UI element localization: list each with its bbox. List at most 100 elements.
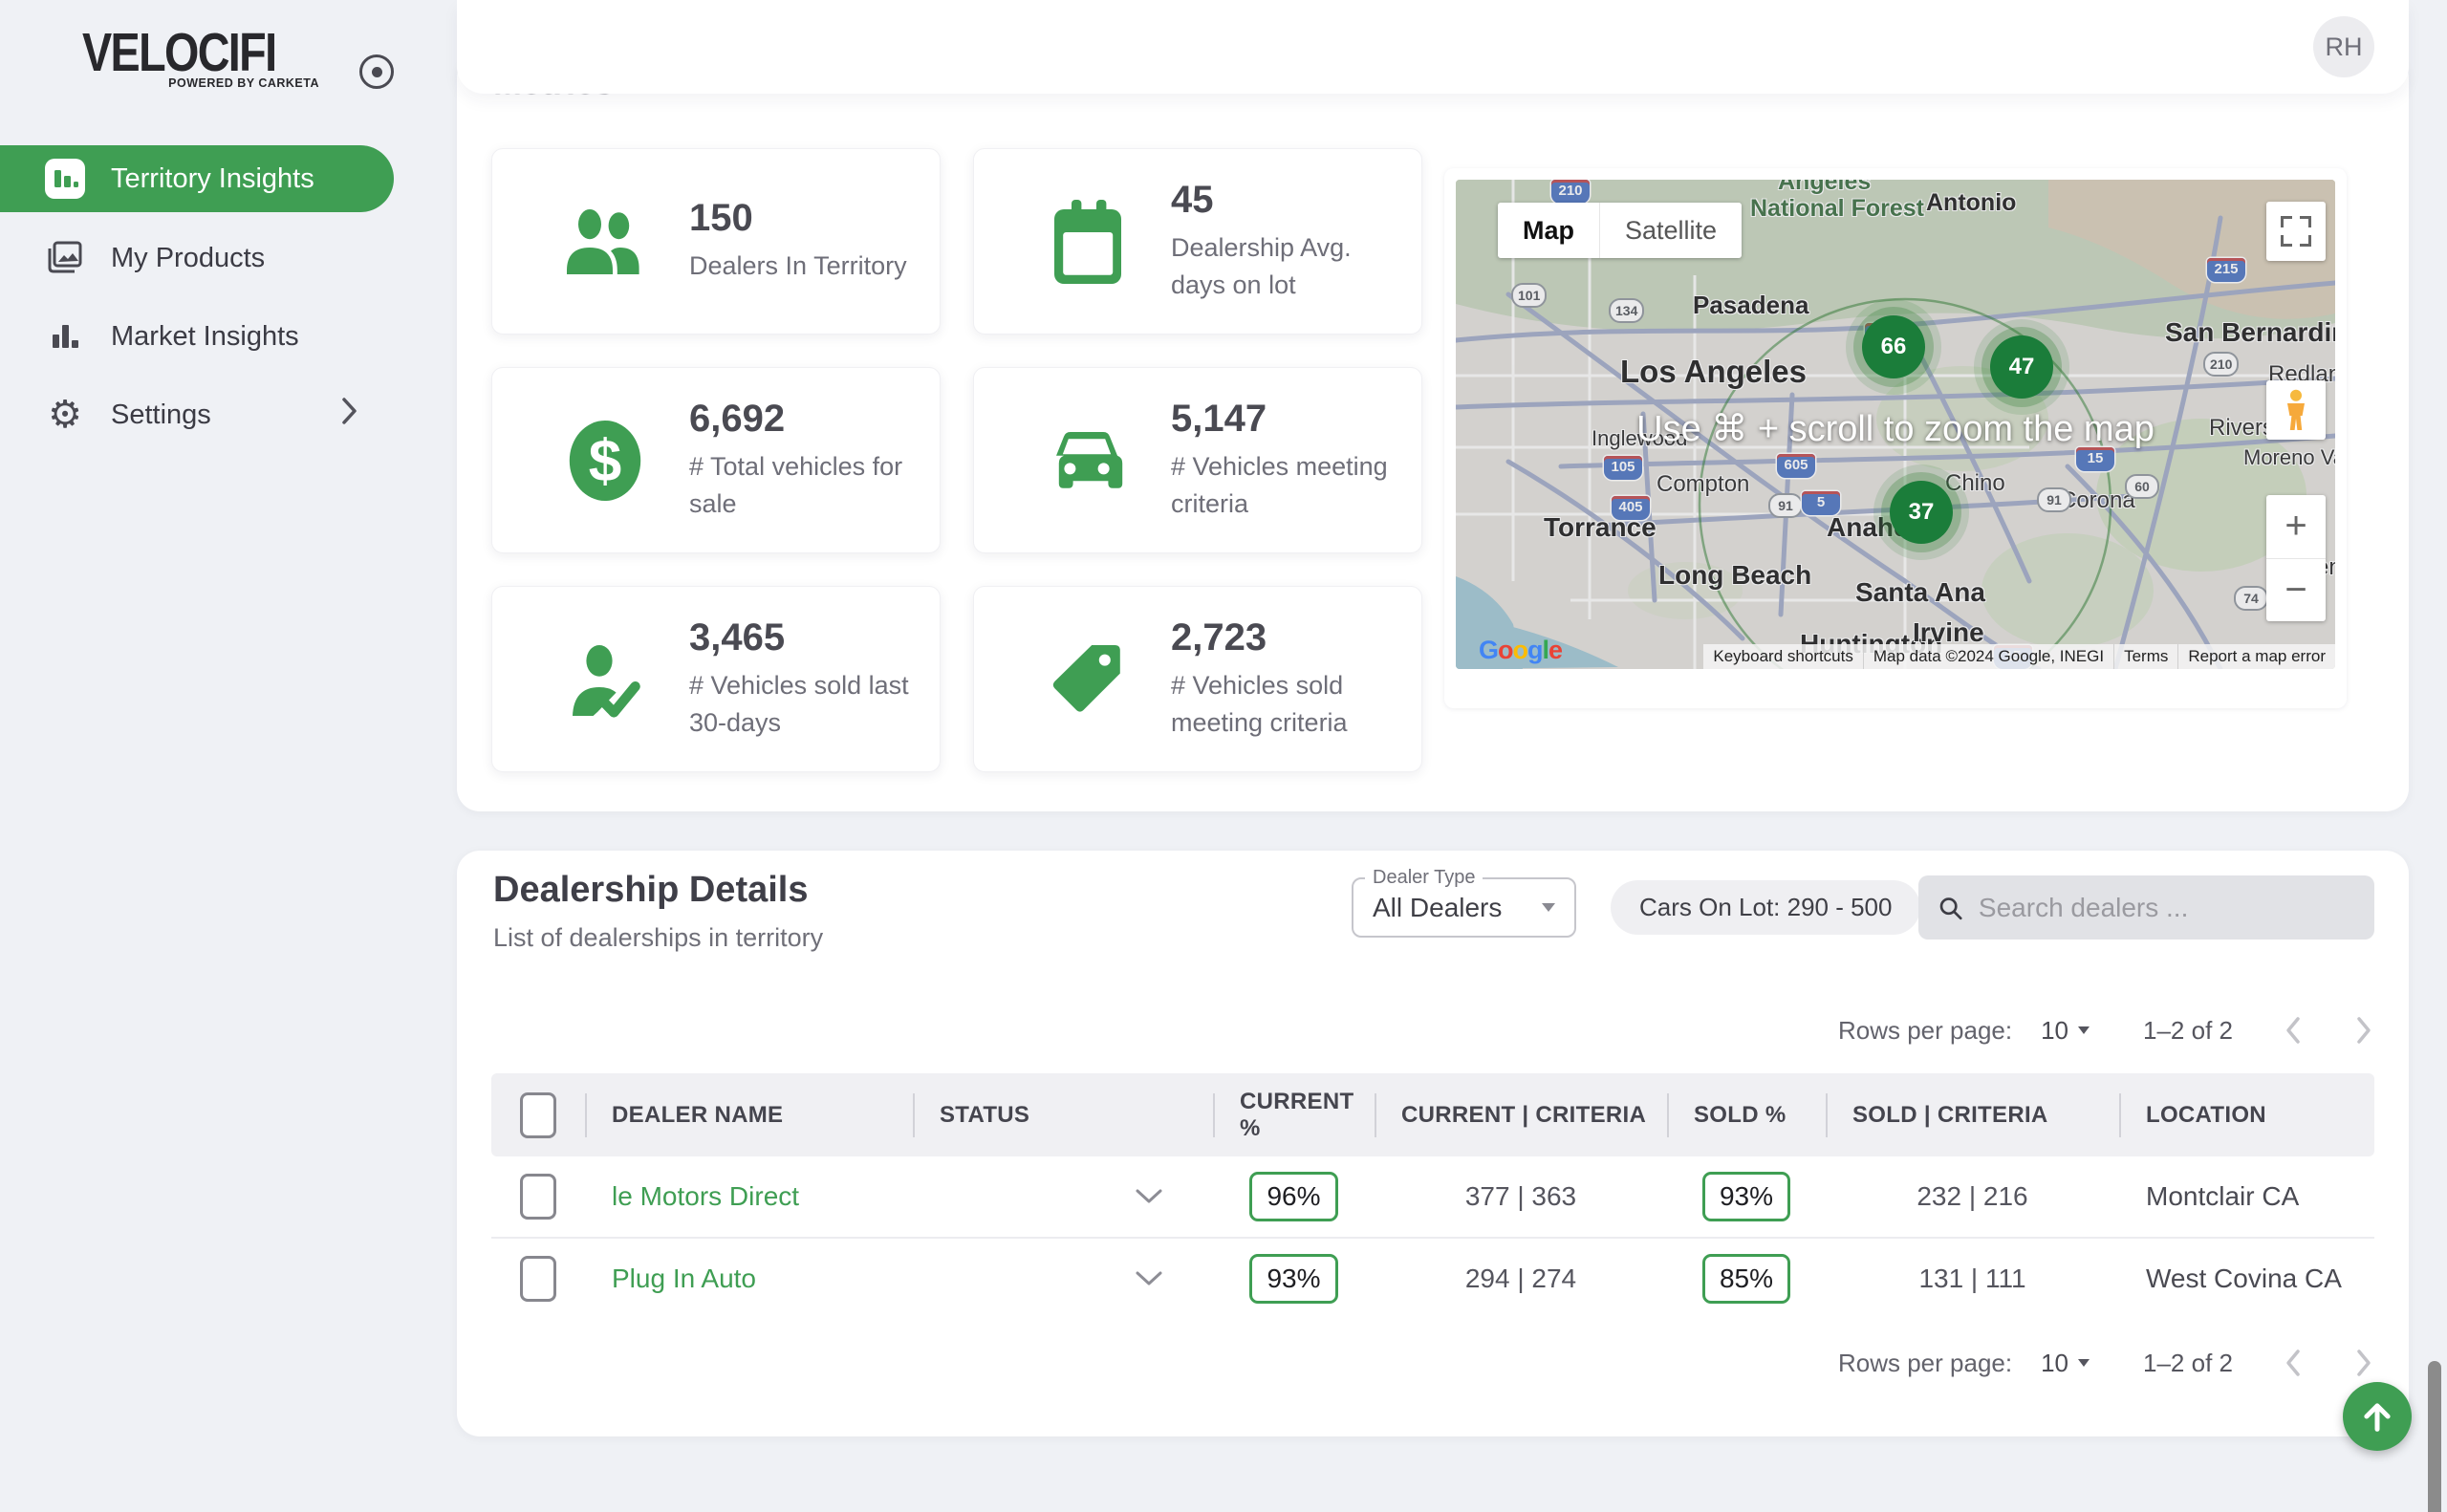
column-header-location[interactable]: LOCATION — [2119, 1092, 2374, 1137]
metric-label: # Vehicles sold meeting criteria — [1171, 670, 1348, 737]
map-data-credit: Map data ©2024 Google, INEGI — [1862, 644, 2113, 669]
car-icon — [1037, 421, 1137, 501]
pegman-control[interactable] — [2266, 380, 2326, 440]
map-place-label: Irvine — [1913, 617, 1984, 647]
select-all-checkbox[interactable] — [520, 1091, 556, 1138]
metric-text: 150 Dealers In Territory — [689, 197, 930, 285]
dealer-cluster-marker[interactable]: 66 — [1862, 315, 1925, 378]
metric-value: 6,692 — [689, 397, 786, 440]
previous-page-button[interactable] — [2283, 1348, 2304, 1378]
expand-row-chevron-icon[interactable] — [1135, 1188, 1163, 1205]
sidebar-item-label: Market Insights — [111, 320, 299, 352]
dealer-type-select[interactable]: Dealer Type All Dealers — [1352, 867, 1576, 938]
map-place-label: National Forest — [1750, 195, 1924, 222]
people-icon — [555, 204, 655, 280]
metric-value: 150 — [689, 197, 753, 240]
expand-row-chevron-icon[interactable] — [1135, 1270, 1163, 1287]
sidebar-item-settings[interactable]: ⚙ Settings — [0, 384, 394, 445]
route-shield-icon: 605 — [1777, 454, 1815, 478]
rows-per-page-select[interactable]: 10 — [2041, 1349, 2090, 1378]
chevron-down-icon — [1542, 903, 1555, 912]
map-dim-overlay — [1456, 180, 2335, 669]
next-page-button[interactable] — [2353, 1348, 2374, 1378]
map-place-label: Santa Ana — [1855, 577, 1985, 607]
sidebar-item-market-insights[interactable]: Market Insights — [0, 306, 394, 367]
google-logo[interactable]: Google — [1479, 636, 1563, 664]
map-place-label: Angeles — [1778, 180, 1872, 195]
row-checkbox[interactable] — [520, 1174, 556, 1220]
sidebar-item-my-products[interactable]: My Products — [0, 227, 394, 289]
dealer-name-link[interactable]: le Motors Direct — [612, 1181, 800, 1211]
pagination-range: 1–2 of 2 — [2143, 1348, 2233, 1377]
dealer-cluster-marker[interactable]: 37 — [1890, 481, 1953, 544]
dealer-type-label: Dealer Type — [1365, 867, 1483, 889]
search-icon — [1939, 896, 1962, 919]
metric-text: 2,723 # Vehicles sold meeting criteria — [1171, 616, 1412, 742]
territory-map[interactable]: Angeles National Forest Antonio Pasadena Los… — [1456, 180, 2335, 669]
map-place-label: Long Beach — [1658, 560, 1812, 590]
map-place-label: Antonio — [1926, 189, 2017, 216]
metric-value: 5,147 — [1171, 397, 1267, 440]
route-shield-icon: 210 — [1551, 180, 1590, 204]
map-panel: Angeles National Forest Antonio Pasadena Los… — [1444, 168, 2347, 708]
terms-link[interactable]: Terms — [2113, 644, 2177, 669]
sidebar-item-territory-insights[interactable]: Territory Insights — [0, 145, 394, 212]
map-place-label: Los Angeles — [1620, 354, 1807, 389]
table-row: Plug In Auto 93% 294 | 274 85% 131 | 111… — [491, 1239, 2374, 1319]
metric-label: # Total vehicles for sale — [689, 451, 903, 518]
report-map-error-link[interactable]: Report a map error — [2177, 644, 2335, 669]
route-shield-icon: 60 — [2125, 474, 2159, 499]
location-cell: Montclair CA — [2146, 1181, 2300, 1211]
record-dot-icon[interactable] — [359, 54, 394, 89]
scroll-to-top-button[interactable] — [2343, 1382, 2412, 1451]
sold-pct-badge: 85% — [1701, 1254, 1791, 1304]
section-title: Dealership Details — [493, 870, 809, 910]
avatar[interactable]: RH — [2313, 16, 2374, 77]
metric-vehicles-meeting-criteria: 5,147 # Vehicles meeting criteria — [973, 367, 1422, 553]
current-criteria-cell: 377 | 363 — [1464, 1181, 1577, 1211]
dealer-cluster-marker[interactable]: 47 — [1990, 335, 2053, 399]
location-cell: West Covina CA — [2146, 1264, 2342, 1293]
row-checkbox[interactable] — [520, 1256, 556, 1302]
dealer-name-link[interactable]: Plug In Auto — [612, 1264, 757, 1293]
route-shield-icon: 5 — [1802, 491, 1840, 515]
column-header-current-pct[interactable]: CURRENT % — [1213, 1089, 1375, 1142]
column-header-sold-pct[interactable]: SOLD % — [1667, 1092, 1826, 1137]
chevron-down-icon — [2078, 1026, 2090, 1034]
cars-on-lot-chip[interactable]: Cars On Lot: 290 - 500 — [1611, 880, 1921, 935]
logo-text: VELOCIFI — [82, 22, 277, 83]
column-header-sold-criteria[interactable]: SOLD | CRITERIA — [1826, 1092, 2119, 1137]
metric-total-vehicles: $ 6,692 # Total vehicles for sale — [491, 367, 941, 553]
map-type-control: Map Satellite — [1498, 203, 1743, 258]
zoom-in-button[interactable]: + — [2266, 495, 2326, 559]
dealership-details-card: Dealership Details List of dealerships i… — [457, 851, 2409, 1436]
route-shield-icon: 215 — [2207, 258, 2245, 282]
previous-page-button[interactable] — [2283, 1015, 2304, 1046]
dealer-search[interactable] — [1918, 875, 2374, 940]
map-button[interactable]: Map — [1523, 215, 1574, 245]
keyboard-shortcuts-link[interactable]: Keyboard shortcuts — [1713, 647, 1853, 665]
satellite-button[interactable]: Satellite — [1599, 203, 1742, 258]
next-page-button[interactable] — [2353, 1015, 2374, 1046]
fullscreen-button[interactable] — [2266, 202, 2326, 261]
current-pct-badge: 96% — [1249, 1172, 1338, 1221]
map-place-label: Moreno Valley — [2243, 445, 2335, 469]
route-shield-icon: 91 — [1768, 493, 1803, 518]
metric-value: 2,723 — [1171, 616, 1267, 659]
dealer-type-value: All Dealers — [1373, 892, 1503, 922]
column-header-dealer-name[interactable]: DEALER NAME — [585, 1092, 913, 1137]
search-input[interactable] — [1976, 891, 2355, 924]
top-header: RH — [457, 0, 2409, 94]
pagination-range: 1–2 of 2 — [2143, 1015, 2233, 1045]
vertical-scrollbar[interactable] — [2428, 1361, 2441, 1512]
route-shield-icon: 15 — [2076, 447, 2114, 471]
metric-text: 3,465 # Vehicles sold last 30-days — [689, 616, 930, 742]
column-header-current-criteria[interactable]: CURRENT | CRITERIA — [1375, 1092, 1667, 1137]
map-place-label: Corona — [2060, 487, 2135, 513]
column-header-status[interactable]: STATUS — [913, 1092, 1213, 1137]
zoom-out-button[interactable]: − — [2285, 568, 2307, 611]
rows-per-page-select[interactable]: 10 — [2041, 1016, 2090, 1046]
chevron-right-icon[interactable] — [340, 396, 359, 434]
metric-avg-days-on-lot: 45 Dealership Avg. days on lot — [973, 148, 1422, 335]
arrow-up-icon — [2364, 1403, 2391, 1432]
